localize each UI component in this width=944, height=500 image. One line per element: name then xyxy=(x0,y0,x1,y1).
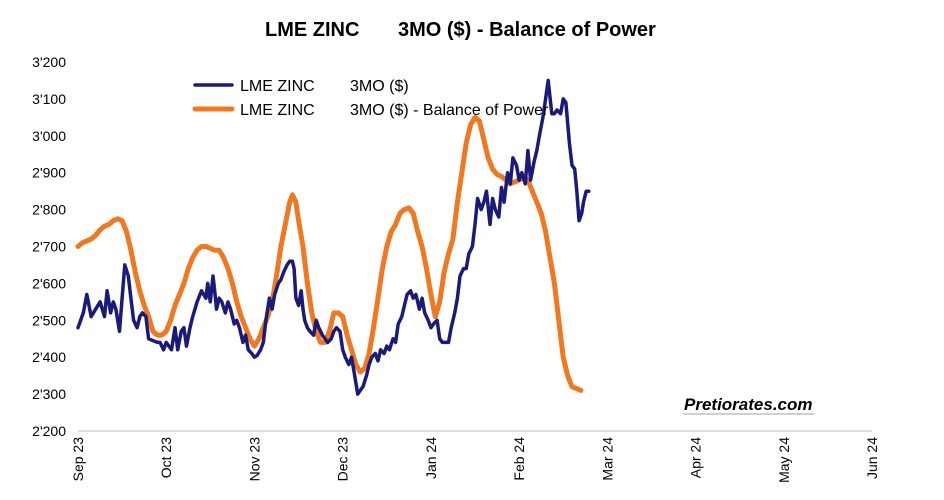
chart-title-part1: LME ZINC xyxy=(265,19,359,41)
y-tick-label: 2'800 xyxy=(32,202,66,218)
series-layer xyxy=(75,78,591,396)
legend-label-bop-part2: 3MO ($) - Balance of Power xyxy=(350,102,549,119)
y-tick-label: 3'000 xyxy=(32,128,66,144)
y-tick-label: 2'200 xyxy=(32,423,66,439)
y-tick-label: 2'300 xyxy=(32,386,66,402)
x-axis: Sep 23 Oct 23 Nov 23 Dec 23 Jan 24 Feb 24 Mar … xyxy=(70,430,880,483)
y-tick-label: 2'900 xyxy=(32,165,66,181)
x-tick-label: Sep 23 xyxy=(70,437,86,482)
x-tick-label: Oct 23 xyxy=(158,437,174,478)
y-tick-label: 3'100 xyxy=(32,91,66,107)
x-tick-label: Dec 23 xyxy=(335,437,351,482)
y-tick-label: 2'500 xyxy=(32,312,66,328)
x-tick-label: Jan 24 xyxy=(423,437,439,479)
x-tick-label: Feb 24 xyxy=(511,437,527,481)
y-tick-label: 2'600 xyxy=(32,275,66,291)
x-tick-label: Apr 24 xyxy=(688,437,704,478)
legend: LME ZINC 3MO ($) LME ZINC 3MO ($) - Bala… xyxy=(192,78,549,119)
x-tick-label: Jun 24 xyxy=(864,437,880,479)
y-tick-label: 3'200 xyxy=(32,54,66,70)
legend-label-price-part2: 3MO ($) xyxy=(350,78,409,95)
series-line-balance-of-power xyxy=(75,114,584,393)
chart-title-part2: 3MO ($) - Balance of Power xyxy=(398,19,656,41)
y-axis: 2'200 2'300 2'400 2'500 2'600 2'700 2'800 2'900… xyxy=(32,54,66,439)
x-tick-label: Mar 24 xyxy=(599,437,615,481)
x-tick-label: Nov 23 xyxy=(246,437,262,482)
y-tick-label: 2'700 xyxy=(32,239,66,255)
y-tick-label: 2'400 xyxy=(32,349,66,365)
legend-label-price-part1: LME ZINC xyxy=(240,78,315,95)
watermark: Pretiorates.com xyxy=(684,395,813,414)
series-line-price xyxy=(76,78,591,396)
x-tick-label: May 24 xyxy=(776,437,792,483)
legend-label-bop-part1: LME ZINC xyxy=(240,102,315,119)
